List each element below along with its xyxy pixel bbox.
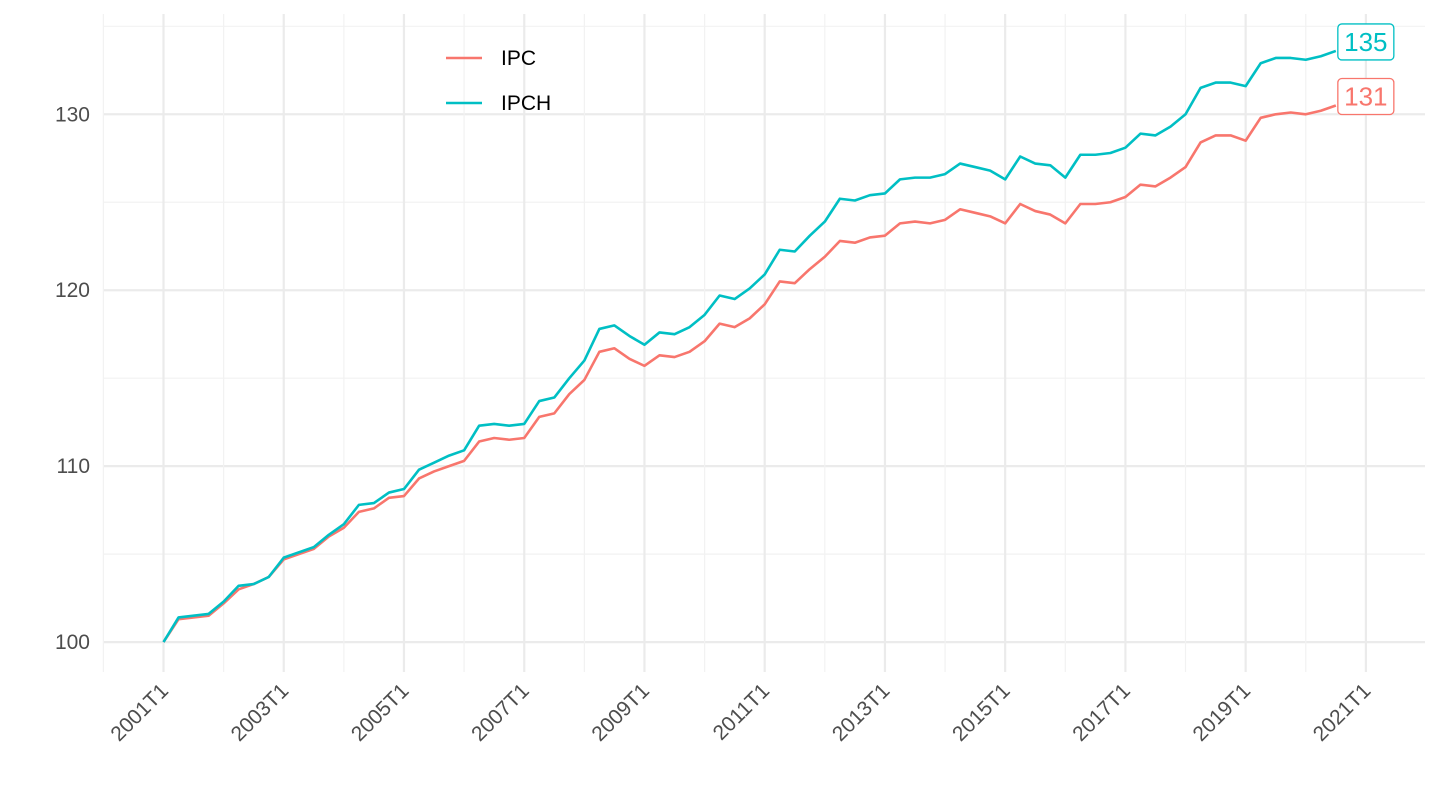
y-tick-label: 110 [57,455,90,478]
y-axis-tick-labels: 100 110 120 130 [55,103,90,654]
series-line-ipc [162,104,1337,643]
x-tick-label: 2017T1 [1068,679,1135,746]
x-tick-label: 2007T1 [467,679,534,746]
end-label-box [1337,23,1395,61]
end-label-value: 135 [1344,27,1387,57]
legend-label: IPC [501,47,536,70]
x-tick-label: 2013T1 [828,679,895,746]
legend-item-ipc: IPC [446,47,536,70]
x-tick-label: 2009T1 [587,679,654,746]
x-tick-label: 2001T1 [106,679,173,746]
y-tick-label: 100 [55,631,90,654]
x-tick-label: 2011T1 [709,679,775,745]
end-label-ipc: 131 [1337,77,1395,116]
x-tick-label: 2015T1 [948,679,1015,746]
series-lines [162,49,1337,643]
legend: IPC IPCH [446,47,551,115]
end-labels: 131 135 [1337,23,1395,116]
y-tick-label: 120 [55,279,90,302]
end-label-value: 131 [1344,81,1387,111]
legend-label: IPCH [501,92,551,115]
series-line-ipch [162,49,1337,643]
x-axis-tick-labels: 2001T1 2003T1 2005T1 2007T1 2009T1 2011T1 2013… [106,679,1375,746]
x-tick-label: 2021T1 [1309,679,1376,746]
grid [102,14,1425,672]
y-tick-label: 130 [55,103,90,126]
end-label-ipch: 135 [1337,23,1395,61]
legend-item-ipch: IPCH [446,92,551,115]
x-tick-label: 2019T1 [1189,679,1256,746]
x-tick-label: 2003T1 [227,679,294,746]
end-label-box [1337,77,1395,116]
x-tick-label: 2005T1 [347,679,414,746]
